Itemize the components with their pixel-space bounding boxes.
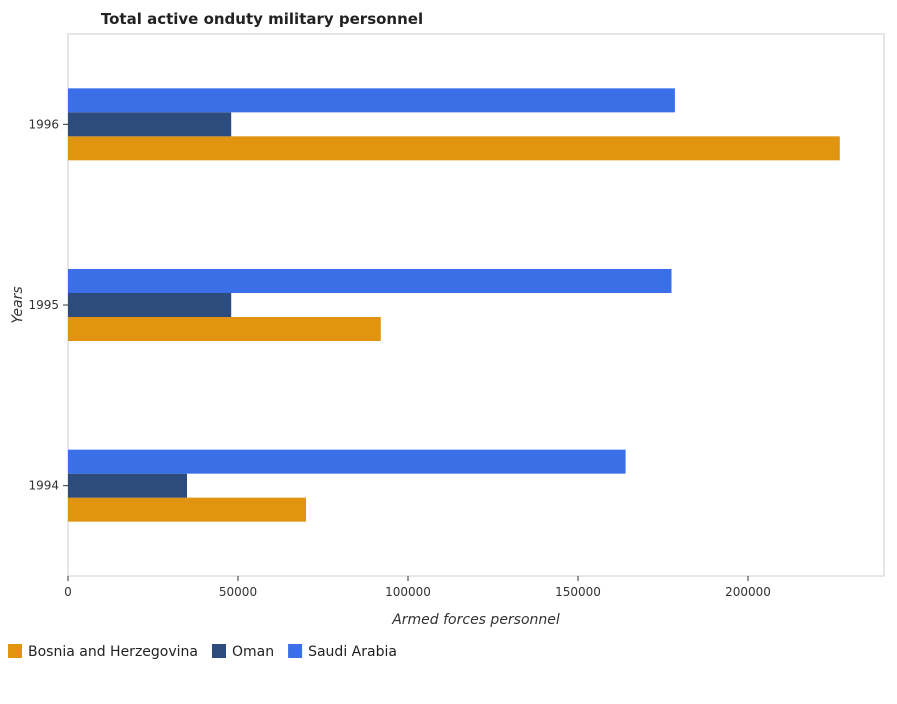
x-tick-label: 150000	[555, 585, 601, 599]
bar-bosnia-and-herzegovina-1996	[68, 136, 840, 161]
legend-label: Bosnia and Herzegovina	[28, 644, 198, 660]
bar-bosnia-and-herzegovina-1994	[68, 497, 306, 522]
y-tick-label: 1995	[28, 298, 59, 312]
x-axis-label: Armed forces personnel	[391, 612, 560, 628]
x-tick-label: 50000	[219, 585, 257, 599]
legend-swatch	[288, 644, 303, 658]
y-axis: 1994 1995 1996	[28, 117, 68, 493]
legend-swatch	[8, 644, 22, 658]
chart-title: Total active onduty military personnel	[101, 10, 423, 28]
bar-saudi-arabia-1994	[68, 449, 626, 474]
legend: Bosnia and Herzegovina Oman Saudi Arabia	[8, 644, 397, 660]
x-tick-label: 0	[64, 585, 72, 599]
bar-oman-1996	[68, 112, 232, 137]
x-tick-label: 200000	[725, 585, 771, 599]
bar-saudi-arabia-1996	[68, 88, 675, 113]
bar-bosnia-and-herzegovina-1995	[68, 317, 381, 341]
bar-saudi-arabia-1995	[68, 269, 672, 293]
bars-layer	[68, 88, 840, 522]
y-axis-label: Years	[10, 286, 26, 323]
x-tick-label: 100000	[385, 585, 431, 599]
x-axis: 0 50000 100000 150000 200000	[64, 576, 771, 599]
y-tick-label: 1996	[28, 117, 59, 131]
bar-oman-1995	[68, 293, 232, 317]
bar-oman-1994	[68, 473, 187, 498]
legend-label: Oman	[232, 644, 274, 660]
legend-label: Saudi Arabia	[308, 644, 397, 660]
y-tick-label: 1994	[28, 479, 59, 493]
legend-swatch	[211, 644, 226, 658]
